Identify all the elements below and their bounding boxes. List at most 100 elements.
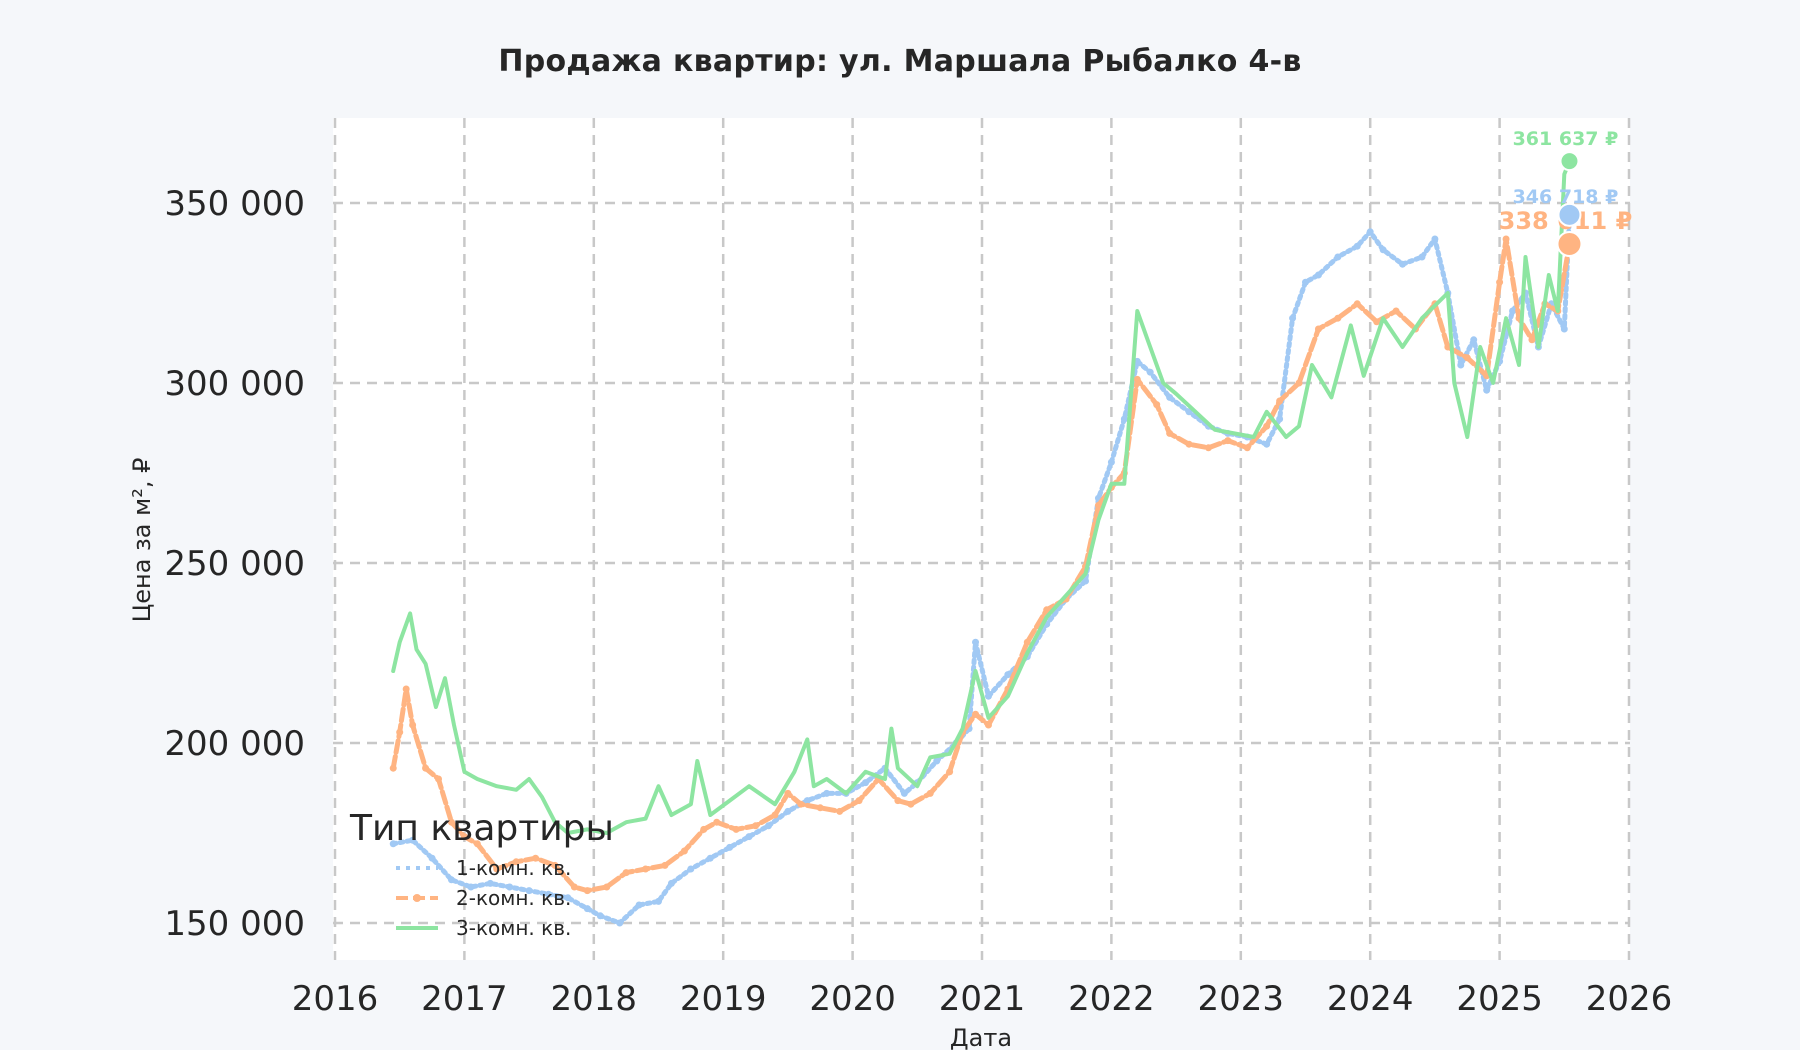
data-point: [389, 840, 397, 848]
x-tick-label: 2023: [1198, 979, 1285, 1019]
data-point: [1023, 638, 1031, 646]
data-point: [803, 797, 811, 805]
y-tick-label: 350 000: [164, 184, 305, 224]
data-point: [687, 865, 695, 873]
data-point: [389, 764, 397, 772]
data-point: [402, 685, 410, 693]
y-axis-label: Цена за м², ₽: [128, 458, 156, 623]
data-point: [473, 840, 481, 848]
y-tick-label: 150 000: [164, 904, 305, 944]
data-point: [1399, 260, 1407, 268]
data-point: [1496, 278, 1504, 286]
annotation-label-3-room: 361 637 ₽: [1513, 128, 1619, 150]
legend-item-1-room: 1-комн. кв.: [396, 856, 571, 880]
data-point: [428, 854, 436, 862]
x-tick-label: 2026: [1586, 979, 1673, 1019]
data-point: [1353, 242, 1361, 250]
data-point: [1509, 307, 1517, 315]
data-point: [700, 825, 708, 833]
last-value-marker-3-room: [1559, 151, 1580, 172]
data-point: [1243, 444, 1251, 452]
data-point: [447, 818, 455, 826]
data-point: [532, 854, 540, 862]
last-value-annotations: 361 637 ₽346 718 ₽338 611 ₽: [1499, 128, 1632, 258]
legend-label-3-room: 3-комн. кв.: [456, 916, 571, 940]
series-lines: [389, 159, 1573, 927]
data-point: [1528, 336, 1536, 344]
data-point: [764, 822, 772, 830]
data-point: [1263, 440, 1271, 448]
x-tick-label: 2016: [292, 979, 379, 1019]
data-point: [771, 811, 779, 819]
data-point: [396, 728, 404, 736]
data-point: [570, 883, 578, 891]
data-point: [984, 692, 992, 700]
data-point: [836, 807, 844, 815]
data-point: [1353, 300, 1361, 308]
legend-item-3-room: 3-комн. кв.: [396, 916, 571, 940]
data-point: [1334, 314, 1342, 322]
data-point: [603, 883, 611, 891]
data-point: [435, 775, 443, 783]
data-point: [752, 822, 760, 830]
data-point: [862, 779, 870, 787]
annotation-label-1-room: 346 718 ₽: [1513, 186, 1619, 208]
data-point: [1276, 397, 1284, 405]
data-point: [1043, 606, 1051, 614]
x-axis-ticks: 2016 2017 2018 2019 2020 2021 2022 2023 2024 2025…: [292, 979, 1673, 1019]
data-point: [596, 912, 604, 920]
x-tick-label: 2021: [939, 979, 1026, 1019]
x-tick-label: 2018: [551, 979, 638, 1019]
data-point: [1133, 375, 1141, 383]
data-point: [816, 804, 824, 812]
data-point: [1166, 429, 1174, 437]
data-point: [409, 836, 417, 844]
data-point: [635, 901, 643, 909]
data-point: [525, 887, 533, 895]
data-point: [1004, 671, 1012, 679]
data-point: [1224, 437, 1232, 445]
data-point: [655, 897, 662, 905]
y-tick-label: 200 000: [164, 724, 305, 764]
data-point: [583, 887, 591, 895]
data-point: [506, 883, 514, 891]
data-point: [1431, 235, 1439, 243]
data-point: [933, 757, 941, 765]
series-line-3-room: [391, 159, 1572, 835]
data-point: [583, 905, 591, 913]
data-point: [1373, 318, 1381, 326]
data-point: [667, 879, 675, 887]
data-point: [1560, 325, 1568, 333]
data-point: [1153, 401, 1161, 409]
x-tick-label: 2019: [680, 979, 767, 1019]
data-point: [616, 919, 624, 927]
data-point: [1483, 386, 1491, 394]
data-point: [661, 861, 669, 869]
data-point: [512, 858, 520, 866]
data-point: [946, 768, 954, 776]
data-point: [422, 764, 430, 772]
data-point: [642, 865, 650, 873]
data-point: [855, 797, 863, 805]
data-point: [1289, 314, 1297, 322]
grid-lines: [333, 118, 1631, 960]
legend-marker-2-room: [413, 894, 421, 902]
data-point: [447, 876, 455, 884]
x-tick-label: 2017: [421, 979, 508, 1019]
x-tick-label: 2022: [1068, 979, 1155, 1019]
data-point: [900, 789, 908, 797]
data-point: [1314, 325, 1322, 333]
data-point: [551, 861, 559, 869]
data-point: [564, 894, 572, 902]
data-point: [1263, 422, 1271, 430]
data-point: [1457, 361, 1465, 369]
data-point: [486, 879, 494, 887]
data-point: [1302, 278, 1309, 286]
data-point: [1463, 354, 1471, 362]
data-point: [1334, 253, 1342, 261]
legend-label-1-room: 1-комн. кв.: [456, 856, 571, 880]
data-point: [1392, 307, 1400, 315]
x-axis-label: Дата: [950, 1024, 1012, 1050]
data-point: [1082, 577, 1090, 585]
